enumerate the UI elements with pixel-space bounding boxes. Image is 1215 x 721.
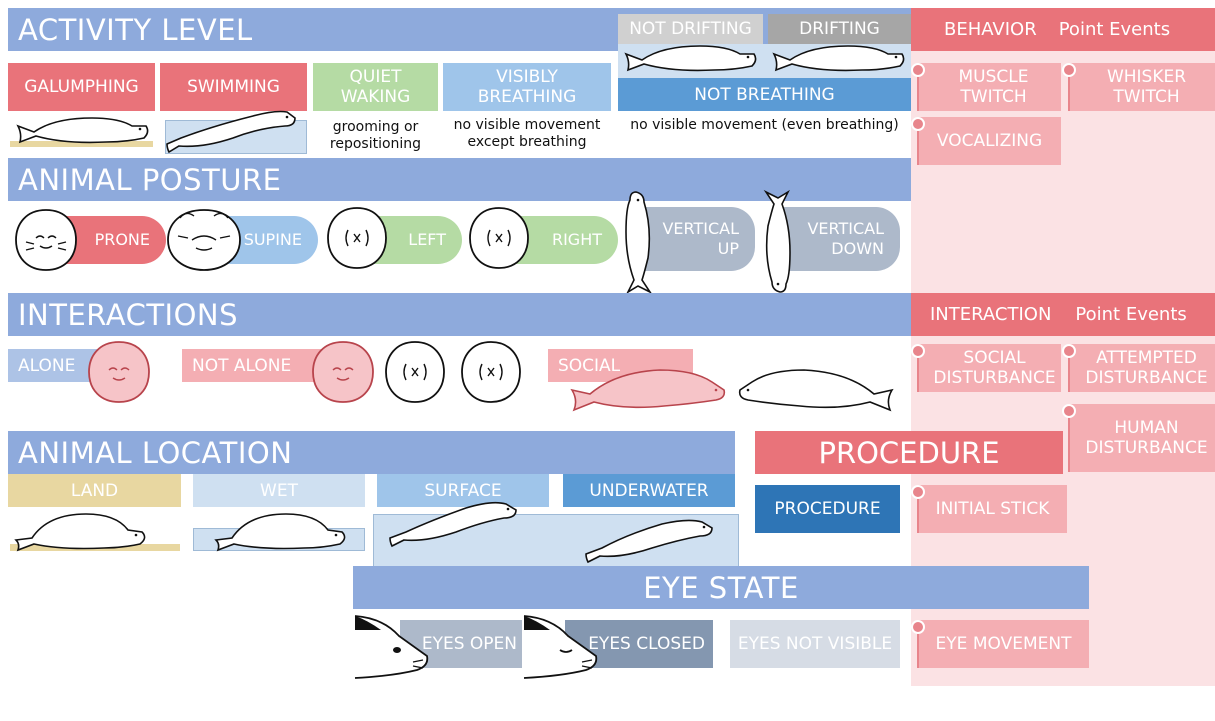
not-alone-head-icon-2 bbox=[461, 341, 521, 403]
human-disturbance-pin bbox=[1062, 404, 1076, 418]
animal-location-header: ANIMAL LOCATION bbox=[8, 431, 735, 474]
quiet-waking-label: QUIET WAKING bbox=[313, 63, 438, 111]
right-head-icon bbox=[469, 207, 529, 269]
attempted-disturbance-pin-line bbox=[1068, 353, 1070, 392]
social-disturbance-event: SOCIAL DISTURBANCE bbox=[918, 344, 1061, 392]
not-alone-label: NOT ALONE bbox=[182, 349, 332, 382]
muscle-twitch-pin-line bbox=[917, 72, 919, 111]
prone-head-icon bbox=[15, 209, 77, 271]
eyes-closed-label: EYES CLOSED bbox=[565, 620, 713, 668]
eye-state-header: EYE STATE bbox=[353, 566, 1089, 609]
behavior-header-suffix: Point Events bbox=[1058, 18, 1171, 40]
eyes-not-visible-label: EYES NOT VISIBLE bbox=[730, 620, 900, 668]
attempted-disturbance-event: ATTEMPTED DISTURBANCE bbox=[1068, 344, 1215, 392]
wet-seal-icon bbox=[214, 513, 346, 552]
interaction-header: INTERACTION Point Events bbox=[911, 293, 1215, 336]
visibly-breathing-note: no visible movement except breathing bbox=[453, 117, 601, 150]
vocalizing-pin bbox=[911, 117, 925, 131]
surface-label: SURFACE bbox=[377, 474, 549, 507]
alone-label: ALONE bbox=[8, 349, 108, 382]
muscle-twitch-event: MUSCLE TWITCH bbox=[918, 63, 1061, 111]
interaction-header-title: INTERACTION bbox=[930, 303, 1052, 325]
human-disturbance-pin-line bbox=[1068, 413, 1070, 472]
not-alone-pink-head-icon bbox=[312, 341, 374, 403]
vocalizing-pin-line bbox=[917, 126, 919, 165]
galumphing-seal-icon bbox=[16, 117, 149, 144]
underwater-label: UNDERWATER bbox=[563, 474, 735, 507]
eyes-open-seal-head-icon bbox=[354, 615, 429, 679]
initial-stick-pin-line bbox=[917, 494, 919, 533]
vertical-up-label: VERTICAL UP bbox=[640, 207, 755, 271]
interactions-header: INTERACTIONS bbox=[8, 293, 911, 336]
visibly-breathing-label: VISIBLY BREATHING bbox=[443, 63, 611, 111]
not-alone-head-icon-1 bbox=[385, 341, 445, 403]
procedure-header: PROCEDURE bbox=[755, 431, 1063, 474]
land-seal-icon bbox=[14, 513, 146, 552]
underwater-seal-icon bbox=[585, 519, 713, 564]
interaction-header-suffix: Point Events bbox=[1075, 303, 1187, 325]
left-head-icon bbox=[327, 207, 387, 269]
procedure-label: PROCEDURE bbox=[755, 485, 900, 533]
social-seal-icon bbox=[738, 369, 894, 412]
animal-posture-header: ANIMAL POSTURE bbox=[8, 158, 911, 201]
wet-label: WET bbox=[193, 474, 365, 507]
behavior-header-title: BEHAVIOR bbox=[944, 18, 1037, 40]
prone-label: PRONE bbox=[60, 216, 166, 264]
galumphing-label: GALUMPHING bbox=[8, 63, 155, 111]
vertical-up-seal-icon bbox=[625, 191, 653, 295]
whisker-twitch-event: WHISKER TWITCH bbox=[1068, 63, 1215, 111]
alone-head-icon bbox=[88, 341, 150, 403]
swimming-seal-icon bbox=[166, 110, 296, 154]
initial-stick-event: INITIAL STICK bbox=[918, 485, 1067, 533]
not-drifting-seal-icon bbox=[624, 45, 757, 72]
social-disturbance-pin-line bbox=[917, 353, 919, 392]
social-disturbance-pin bbox=[911, 344, 925, 358]
vocalizing-event: VOCALIZING bbox=[918, 117, 1061, 165]
drifting-label: DRIFTING bbox=[768, 14, 911, 44]
quiet-waking-note: grooming or repositioning bbox=[329, 119, 422, 152]
not-breathing-label: NOT BREATHING bbox=[618, 78, 911, 111]
land-label: LAND bbox=[8, 474, 181, 507]
eye-movement-event: EYE MOVEMENT bbox=[918, 620, 1089, 668]
eye-movement-pin-line bbox=[917, 629, 919, 668]
initial-stick-pin bbox=[911, 485, 925, 499]
vertical-down-seal-icon bbox=[763, 189, 791, 293]
eyes-closed-seal-head-icon bbox=[523, 615, 598, 679]
eye-movement-pin bbox=[911, 620, 925, 634]
supine-head-icon bbox=[167, 209, 241, 271]
whisker-twitch-pin-line bbox=[1068, 72, 1070, 111]
muscle-twitch-pin bbox=[911, 63, 925, 77]
vertical-down-label: VERTICAL DOWN bbox=[782, 207, 900, 271]
drifting-seal-icon bbox=[772, 45, 905, 72]
galumphing-ground bbox=[10, 141, 153, 147]
attempted-disturbance-pin bbox=[1062, 344, 1076, 358]
not-drifting-label: NOT DRIFTING bbox=[618, 14, 763, 44]
surface-seal-icon bbox=[389, 501, 517, 548]
behavior-header: BEHAVIOR Point Events bbox=[911, 8, 1215, 51]
not-breathing-note: no visible movement (even breathing) bbox=[630, 117, 899, 133]
whisker-twitch-pin bbox=[1062, 63, 1076, 77]
social-seal-pink-icon bbox=[570, 369, 726, 412]
swimming-label: SWIMMING bbox=[160, 63, 307, 111]
human-disturbance-event: HUMAN DISTURBANCE bbox=[1068, 404, 1215, 472]
